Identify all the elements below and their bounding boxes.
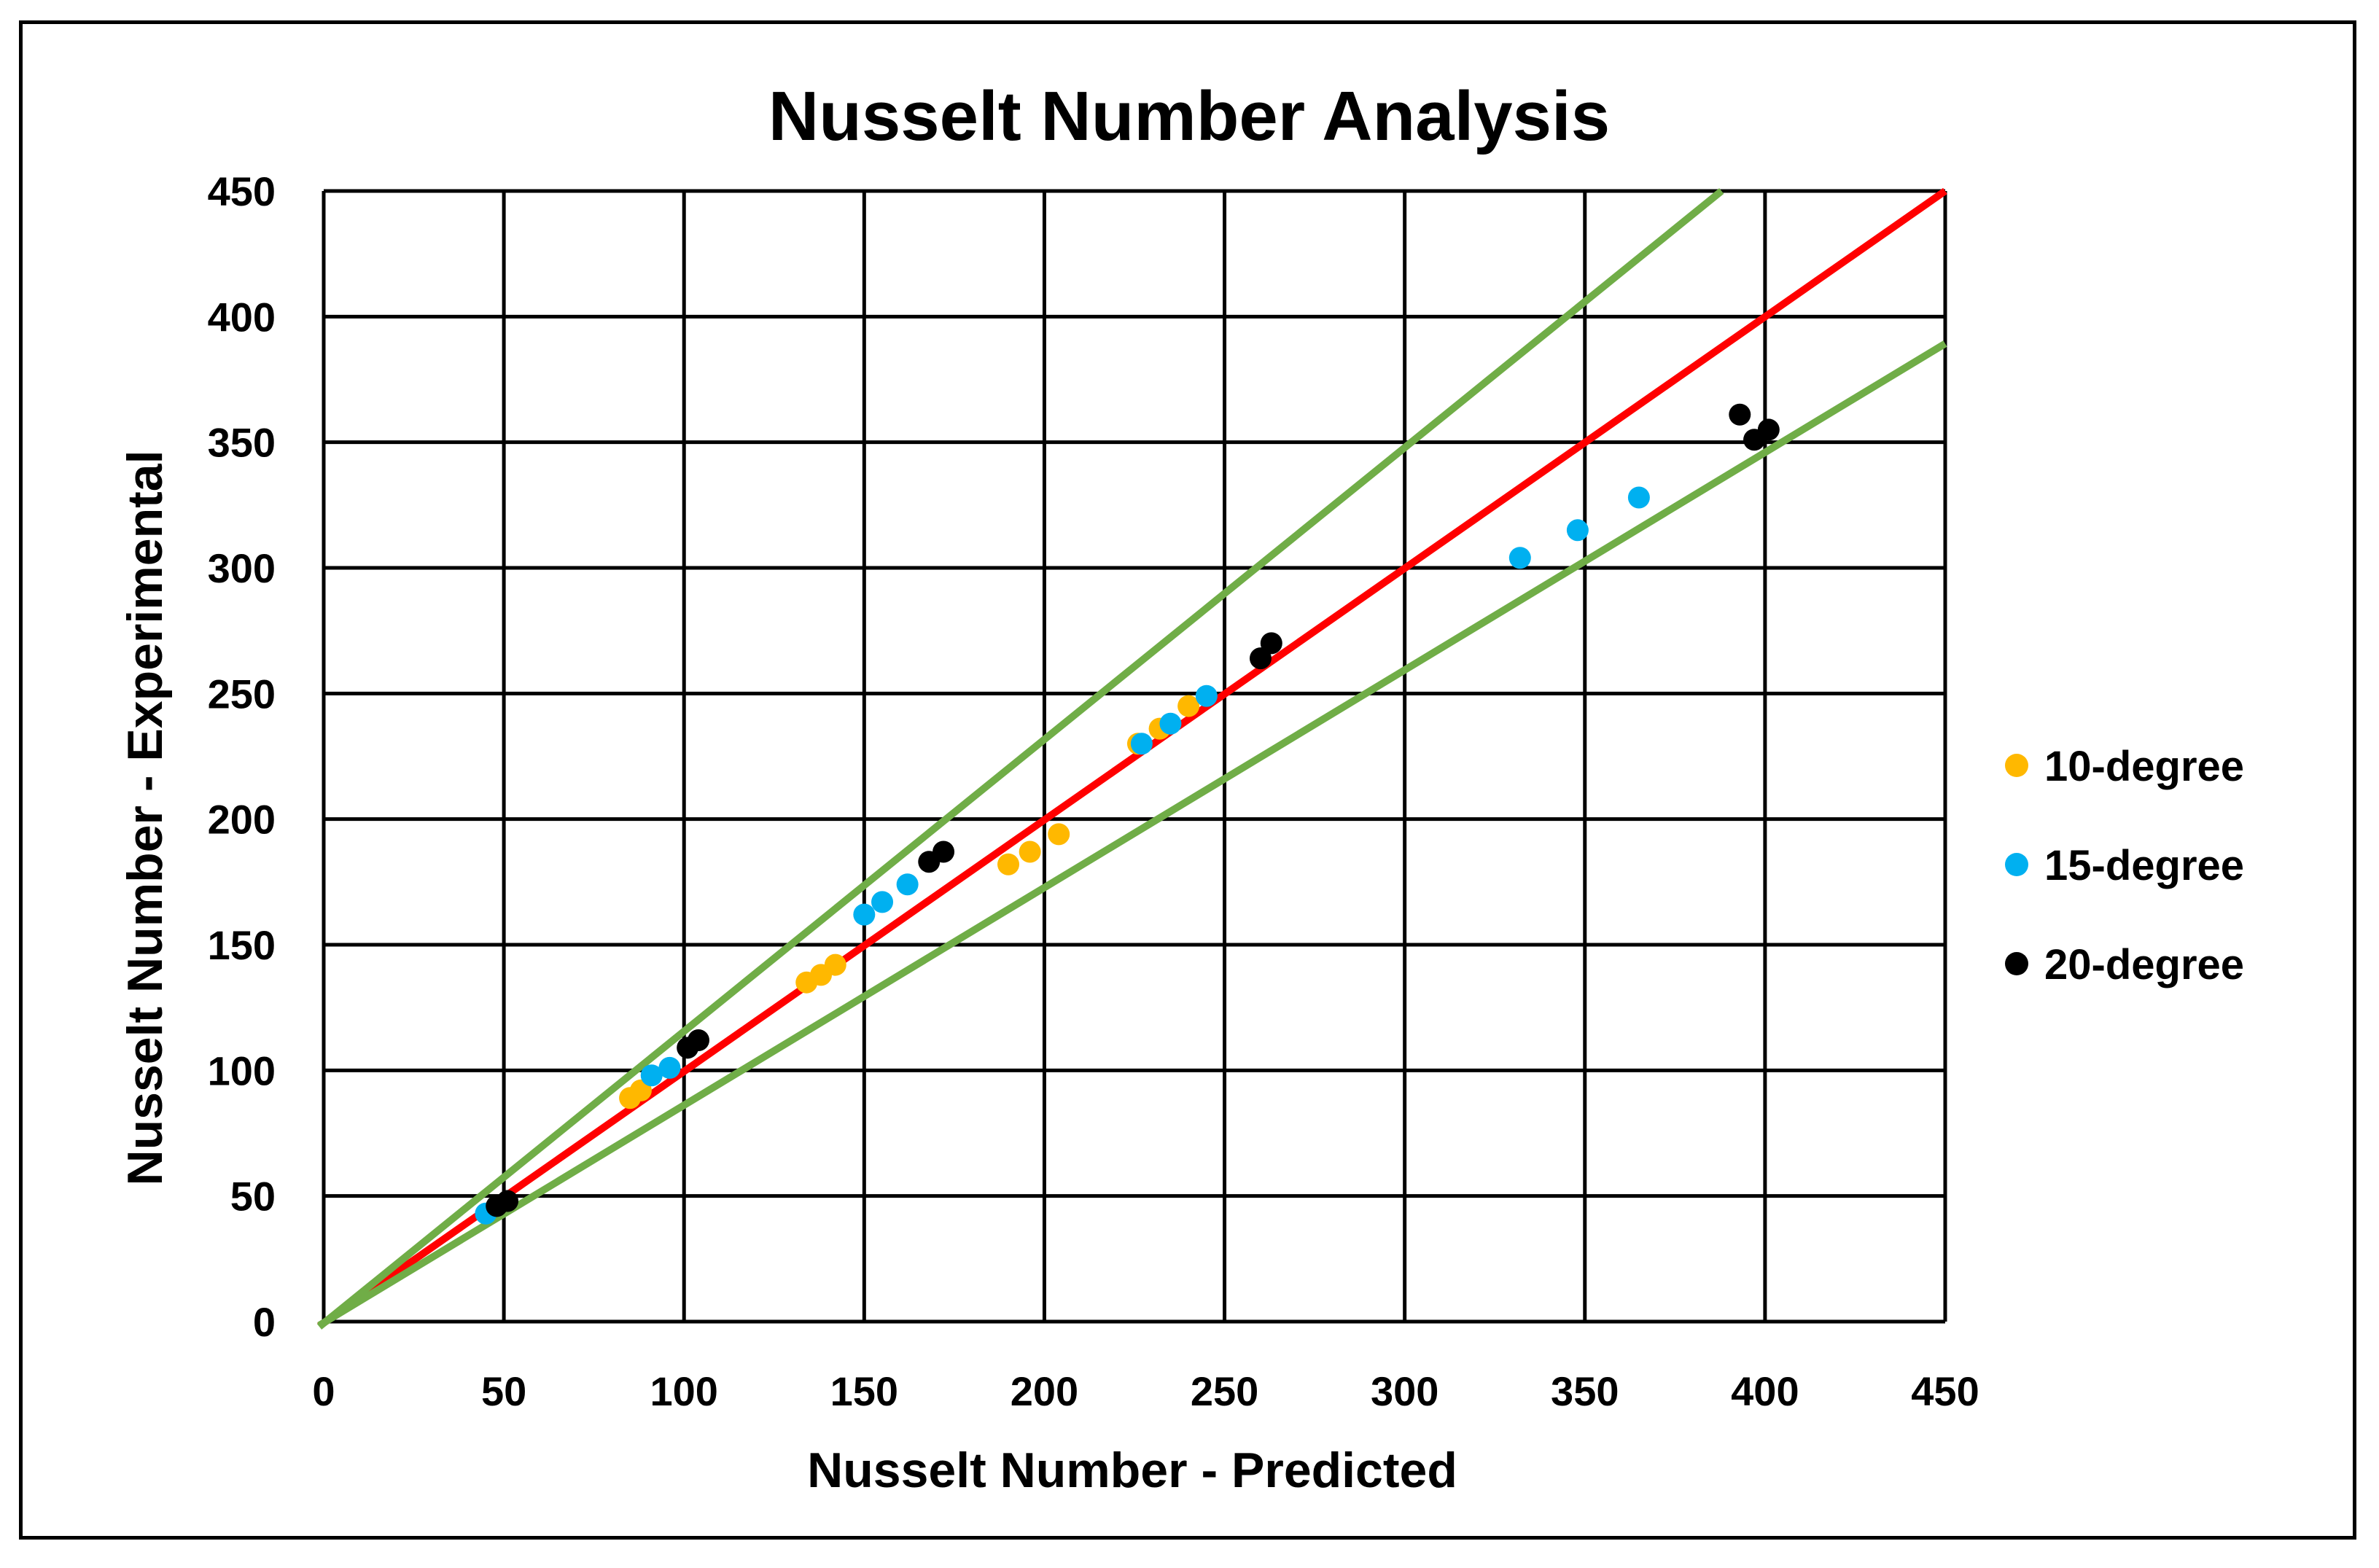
y-tick-label: 300 (208, 545, 276, 591)
data-point (1566, 519, 1589, 542)
x-tick-label: 50 (481, 1368, 526, 1414)
y-tick-label: 0 (253, 1299, 276, 1345)
legend-item: 10-degree (2005, 743, 2244, 790)
legend-marker (2005, 952, 2028, 975)
x-axis-label: Nusselt Number - Predicted (807, 1443, 1457, 1498)
y-tick-label: 50 (230, 1174, 276, 1220)
data-point (1260, 632, 1282, 655)
data-point (1729, 403, 1751, 426)
data-point (1130, 733, 1153, 755)
data-point (640, 1064, 663, 1087)
legend-marker (2005, 853, 2028, 876)
reference-line-identity (317, 187, 1947, 1330)
y-tick-label: 400 (208, 294, 276, 340)
legend-item: 20-degree (2005, 941, 2244, 988)
x-tick-label: 150 (830, 1368, 898, 1414)
reference-line-lower-bound (317, 340, 1947, 1329)
chart-title: Nusselt Number Analysis (768, 77, 1610, 155)
data-point (932, 840, 955, 863)
y-tick-label: 350 (208, 420, 276, 466)
grid (322, 189, 1947, 1324)
legend-label: 15-degree (2044, 842, 2244, 889)
data-point (497, 1190, 519, 1212)
data-point (824, 953, 846, 976)
y-tick-label: 150 (208, 922, 276, 968)
x-tick-label: 200 (1011, 1368, 1078, 1414)
y-tick-label: 450 (208, 168, 276, 214)
data-point (896, 873, 919, 896)
data-point (1627, 486, 1650, 509)
data-point (853, 903, 876, 926)
x-tick-label: 0 (312, 1368, 335, 1414)
x-tick-label: 100 (650, 1368, 718, 1414)
x-tick-label: 250 (1191, 1368, 1258, 1414)
tick-labels: 0 50 100 150 200 250 300 350 400 450 0 50 100 150 200 2… (208, 168, 1979, 1414)
data-point (1048, 823, 1070, 846)
x-tick-label: 400 (1731, 1368, 1799, 1414)
data-point (629, 1079, 652, 1101)
series-20-degree (486, 403, 1780, 1217)
y-tick-label: 250 (208, 671, 276, 717)
x-tick-label: 350 (1551, 1368, 1619, 1414)
data-point (1159, 712, 1182, 735)
data-points (475, 403, 1780, 1225)
data-point (1019, 840, 1041, 863)
data-point (1249, 647, 1272, 670)
y-tick-label: 200 (208, 797, 276, 843)
y-tick-label: 100 (208, 1048, 276, 1093)
x-tick-label: 300 (1371, 1368, 1438, 1414)
legend-marker (2005, 754, 2028, 777)
legend-label: 10-degree (2044, 743, 2244, 790)
data-point (1757, 418, 1780, 441)
data-point (658, 1056, 681, 1079)
legend-item: 15-degree (2005, 842, 2244, 889)
y-axis-label: Nusselt Number - Experimental (117, 450, 173, 1186)
chart-frame (19, 20, 2356, 1540)
data-point (997, 853, 1020, 875)
series-15-degree (475, 486, 1650, 1225)
reference-line-upper-bound (316, 188, 1724, 1330)
legend: 10-degree 15-degree 20-degree (2005, 743, 2244, 988)
data-point (687, 1029, 709, 1051)
data-point (871, 891, 894, 913)
legend-label: 20-degree (2044, 941, 2244, 988)
data-point (1508, 547, 1531, 569)
data-point (1195, 684, 1218, 707)
reference-lines (316, 187, 1947, 1330)
data-point (1177, 695, 1200, 717)
x-tick-label: 450 (1911, 1368, 1979, 1414)
